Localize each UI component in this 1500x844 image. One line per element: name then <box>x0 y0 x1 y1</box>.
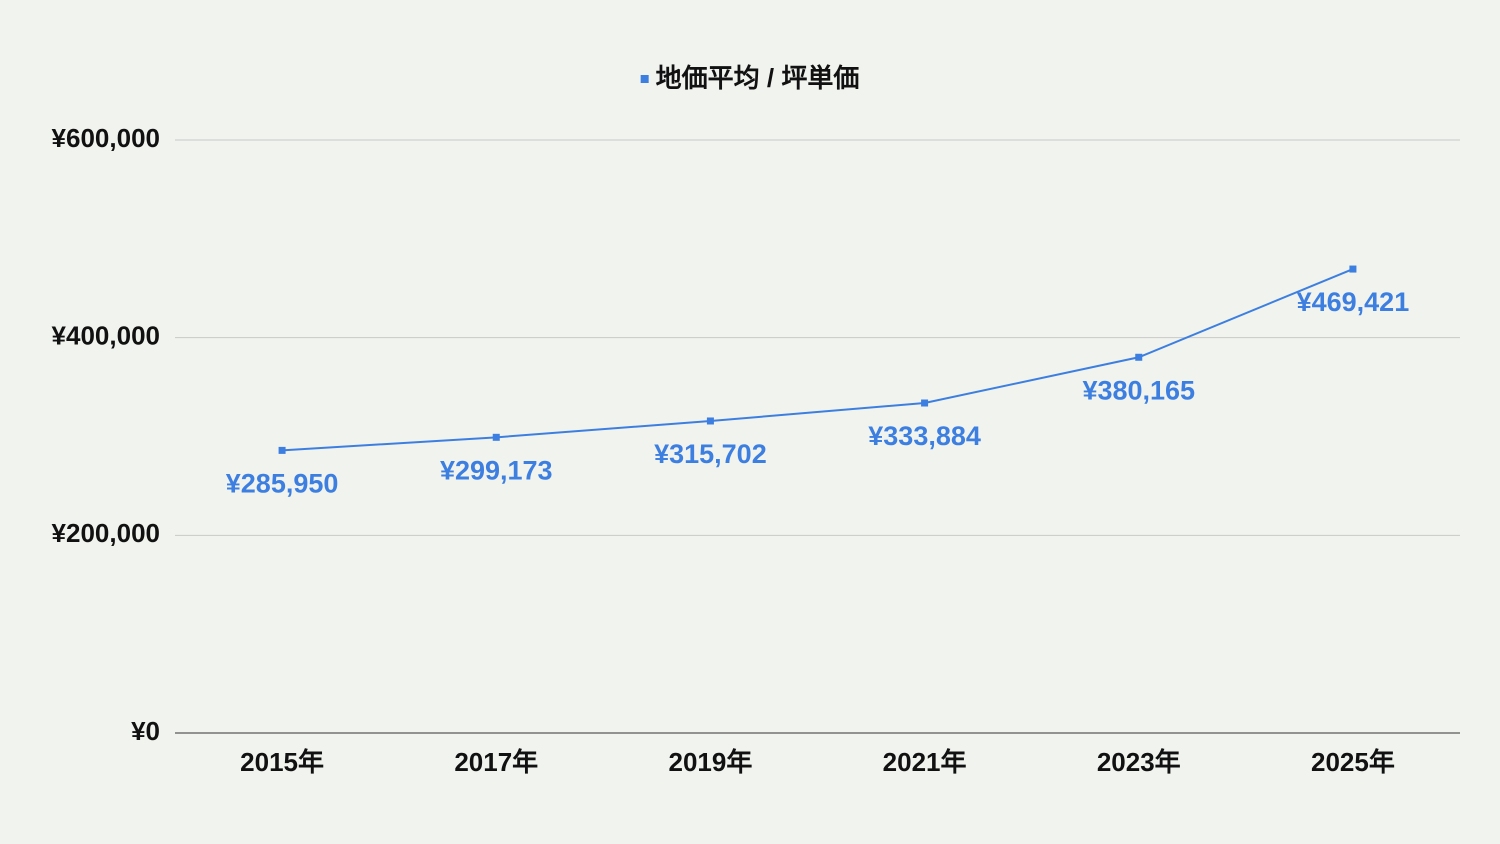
point <box>278 446 286 454</box>
x-tick-label: 2019年 <box>668 747 752 777</box>
x-tick-label: 2017年 <box>454 747 538 777</box>
y-tick-label: ¥400,000 <box>52 321 160 351</box>
legend-label: 地価平均 / 坪単価 <box>656 63 860 93</box>
point <box>492 433 500 441</box>
y-tick-label: ¥200,000 <box>52 518 160 548</box>
data-label: ¥285,950 <box>226 469 339 499</box>
x-tick-label: 2023年 <box>1097 747 1181 777</box>
x-tick-label: 2021年 <box>883 747 967 777</box>
data-label: ¥315,702 <box>654 439 767 469</box>
legend-marker <box>640 75 649 83</box>
x-tick-label: 2025年 <box>1311 747 1395 777</box>
data-label: ¥469,421 <box>1297 287 1410 317</box>
point <box>1349 265 1357 273</box>
data-label: ¥299,173 <box>440 455 553 485</box>
y-tick-label: ¥600,000 <box>52 123 160 153</box>
point <box>921 399 929 407</box>
data-label: ¥333,884 <box>868 421 981 451</box>
x-tick-label: 2015年 <box>240 747 324 777</box>
point <box>1135 353 1143 361</box>
y-tick-label: ¥0 <box>131 716 160 746</box>
line <box>282 268 1354 452</box>
point <box>706 417 714 425</box>
data-label: ¥380,165 <box>1082 375 1195 405</box>
